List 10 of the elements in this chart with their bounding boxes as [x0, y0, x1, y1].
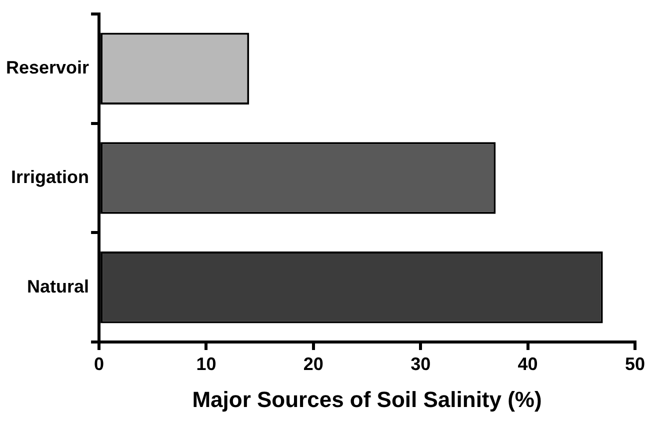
- y-tick-label: Reservoir: [6, 58, 90, 78]
- x-tick-label: 20: [303, 354, 324, 374]
- y-tick-label: Natural: [27, 276, 90, 296]
- x-axis-title: Major Sources of Soil Salinity (%): [192, 386, 542, 412]
- y-tick-label: Irrigation: [11, 166, 90, 187]
- x-tick-label: 30: [410, 354, 431, 374]
- x-tick-label: 50: [624, 354, 646, 374]
- x-tick-label: 10: [196, 354, 216, 374]
- x-tick-label: 0: [94, 354, 104, 374]
- x-tick-label: 40: [518, 354, 538, 374]
